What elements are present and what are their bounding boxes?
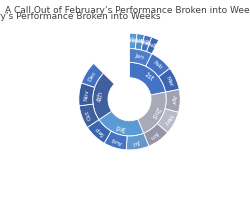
Wedge shape: [141, 35, 152, 52]
Wedge shape: [79, 83, 95, 106]
Wedge shape: [130, 62, 166, 95]
Text: Dec: Dec: [87, 70, 98, 82]
Text: Aug: Aug: [110, 137, 123, 145]
Text: A Call Out of February’s Performance Broken into Weeks: A Call Out of February’s Performance Bro…: [0, 12, 160, 21]
Wedge shape: [146, 37, 159, 54]
Wedge shape: [79, 104, 99, 127]
Wedge shape: [165, 89, 180, 112]
Text: Mar: Mar: [165, 75, 174, 87]
Wedge shape: [135, 34, 144, 50]
Wedge shape: [82, 63, 104, 87]
Wedge shape: [130, 48, 152, 66]
Text: 3rd: 3rd: [115, 123, 127, 132]
Wedge shape: [144, 123, 168, 146]
Wedge shape: [130, 33, 137, 49]
Text: 4th: 4th: [97, 90, 104, 102]
Text: Oct: Oct: [84, 109, 93, 120]
Wedge shape: [126, 133, 149, 150]
Text: Apr: Apr: [170, 95, 176, 106]
Wedge shape: [87, 120, 111, 143]
Text: Week 1: Week 1: [122, 38, 143, 44]
Text: Feb: Feb: [152, 60, 163, 71]
Text: A Call Out of February’s Performance Broken into Weeks: A Call Out of February’s Performance Bro…: [5, 6, 250, 15]
Text: May: May: [163, 113, 173, 126]
Text: Week 3: Week 3: [136, 38, 156, 48]
Wedge shape: [159, 68, 179, 92]
Text: Week 2: Week 2: [129, 38, 150, 46]
Text: 2nd: 2nd: [150, 106, 161, 120]
Wedge shape: [138, 92, 166, 133]
Text: Jun: Jun: [150, 130, 160, 140]
Text: Jan: Jan: [134, 53, 144, 60]
Text: Jul: Jul: [133, 139, 140, 145]
Text: Sep: Sep: [94, 125, 106, 137]
Text: Nov: Nov: [83, 89, 89, 101]
Wedge shape: [104, 131, 127, 150]
Text: Week 4: Week 4: [142, 39, 163, 52]
Wedge shape: [157, 109, 178, 133]
Wedge shape: [99, 111, 144, 136]
Text: 1st: 1st: [142, 71, 154, 82]
Wedge shape: [93, 73, 114, 120]
Wedge shape: [146, 54, 170, 77]
